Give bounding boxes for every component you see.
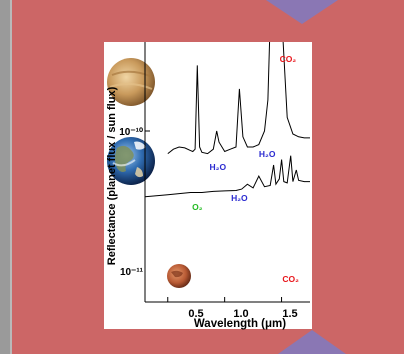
triangle-up-icon	[278, 330, 346, 354]
molecule-label: CO₂	[282, 274, 299, 284]
spectra-figure: 0.5 1.0 1.5 10⁻¹⁰ 10⁻¹¹ Wavelength (μm) …	[104, 42, 312, 330]
spectrum-line-earth	[167, 42, 310, 155]
x-tick-label: 0.5	[188, 308, 203, 320]
molecule-label: CO₂	[280, 54, 297, 64]
y-tick-label: 10⁻¹⁰	[119, 127, 143, 138]
spectra-chart: 0.5 1.0 1.5 10⁻¹⁰ 10⁻¹¹ Wavelength (μm) …	[106, 42, 310, 330]
left-edge-bar	[0, 0, 10, 354]
chart-axes	[144, 42, 310, 303]
molecule-label: O₂	[192, 202, 203, 212]
molecule-label: H₂O	[259, 149, 276, 159]
y-axis-label: Reflectance (planet flux / sun flux)	[106, 86, 118, 265]
x-tick-label: 1.5	[282, 308, 297, 320]
molecule-label: H₂O	[231, 193, 248, 203]
axis-ticks	[145, 130, 283, 302]
spectrum-line-venus	[145, 155, 310, 198]
x-axis-label: Wavelength (μm)	[194, 318, 286, 330]
venus-planet-icon	[107, 58, 155, 106]
y-tick-label: 10⁻¹¹	[120, 267, 144, 278]
earth-planet-icon	[107, 137, 155, 185]
molecule-label: H₂O	[210, 162, 227, 172]
left-edge-line	[10, 0, 12, 354]
x-tick-label: 1.0	[233, 308, 248, 320]
triangle-down-icon	[266, 0, 338, 24]
mars-planet-icon	[167, 264, 191, 288]
